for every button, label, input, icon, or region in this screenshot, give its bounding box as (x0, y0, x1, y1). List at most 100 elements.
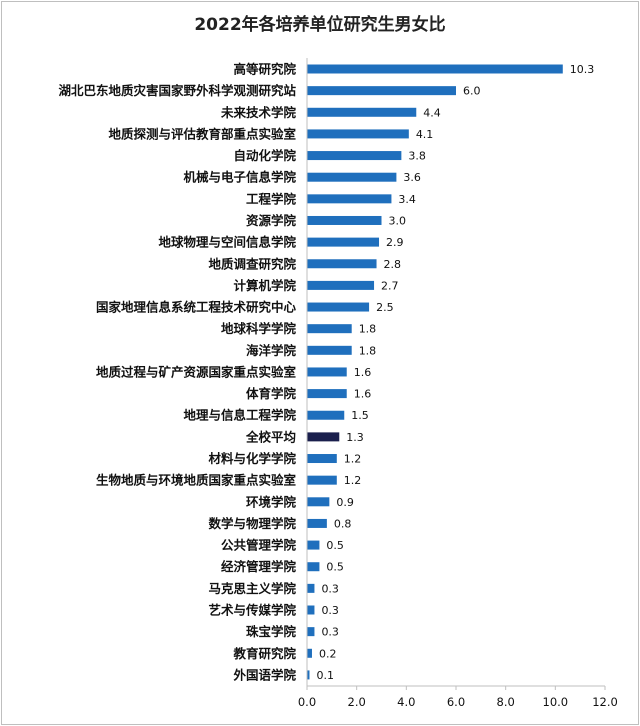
data-label: 3.4 (398, 193, 416, 206)
category-label: 教育研究院 (232, 646, 296, 661)
category-label: 资源学院 (246, 213, 297, 228)
data-label: 6.0 (463, 85, 481, 98)
bar (307, 432, 340, 442)
data-label: 10.3 (570, 63, 595, 76)
category-label: 经济管理学院 (221, 559, 297, 574)
data-label: 3.8 (408, 150, 426, 163)
bar (307, 518, 327, 528)
bar (307, 475, 337, 485)
bar (307, 129, 409, 139)
category-label: 国家地理信息系统工程技术研究中心 (96, 300, 297, 315)
bar (307, 410, 345, 420)
data-label: 2.8 (384, 258, 402, 271)
data-label: 0.5 (326, 539, 344, 552)
bar (307, 237, 380, 247)
bar (307, 151, 402, 161)
category-label: 机械与电子信息学院 (183, 170, 296, 185)
bar (307, 215, 382, 225)
data-label: 3.0 (389, 214, 407, 227)
data-label: 0.8 (334, 517, 352, 530)
x-tick-label: 12.0 (592, 695, 618, 709)
category-label: 地理与信息工程学院 (183, 408, 296, 423)
category-label: 自动化学院 (233, 148, 296, 163)
bar (307, 648, 312, 658)
category-label: 全校平均 (245, 429, 296, 444)
bar (307, 280, 375, 290)
bar (307, 583, 315, 593)
bar (307, 627, 315, 637)
category-label: 地质探测与评估教育部重点实验室 (108, 126, 296, 141)
category-label: 生物地质与环境地质国家重点实验室 (96, 473, 297, 488)
category-label: 海洋学院 (246, 343, 297, 358)
bar (307, 497, 330, 507)
x-axis: 0.0 2.0 4.0 6.0 8.0 10.0 12.0 (298, 58, 618, 709)
x-tick-label: 8.0 (497, 695, 515, 709)
category-label: 数学与物理学院 (207, 516, 296, 531)
category-label: 马克思主义学院 (208, 581, 296, 596)
category-label: 高等研究院 (233, 62, 296, 77)
bar (307, 259, 377, 269)
data-label: 1.6 (354, 388, 372, 401)
category-label: 外国语学院 (232, 667, 296, 682)
data-label: 1.3 (346, 431, 364, 444)
data-label: 1.2 (344, 474, 362, 487)
data-label: 1.2 (344, 453, 362, 466)
bar (307, 454, 337, 464)
data-label: 0.3 (321, 582, 339, 595)
data-label: 0.1 (316, 669, 334, 682)
data-label: 2.7 (381, 279, 399, 292)
bar (307, 172, 397, 182)
bar (307, 107, 417, 117)
bar (307, 605, 315, 615)
bar (307, 367, 347, 377)
category-label: 计算机学院 (233, 278, 296, 293)
bar (307, 389, 347, 399)
data-label: 1.8 (359, 323, 377, 336)
data-label: 0.5 (326, 561, 344, 574)
data-label: 4.4 (423, 106, 441, 119)
x-tick-label: 2.0 (348, 695, 366, 709)
x-tick-label: 6.0 (447, 695, 465, 709)
bar (307, 86, 456, 96)
category-label: 体育学院 (246, 386, 297, 401)
bar (307, 562, 320, 572)
bar (307, 302, 370, 312)
category-label: 地质过程与矿产资源国家重点实验室 (96, 364, 297, 379)
data-label: 2.9 (386, 236, 404, 249)
value-labels-group: 10.3 6.0 4.4 4.1 3.8 3.6 3.4 3.0 2.9 2.8 2.7 2.5 1.8… (316, 63, 594, 682)
data-label: 2.5 (376, 301, 394, 314)
data-label: 0.9 (336, 496, 354, 509)
category-label: 珠宝学院 (246, 624, 297, 639)
x-tick-label: 0.0 (298, 695, 316, 709)
category-label: 湖北巴东地质灾害国家野外科学观测研究站 (58, 83, 296, 98)
category-label: 艺术与传媒学院 (208, 603, 296, 618)
bar (307, 64, 563, 74)
category-labels-group: 高等研究院湖北巴东地质灾害国家野外科学观测研究站未来技术学院地质探测与评估教育部… (58, 62, 296, 683)
category-label: 未来技术学院 (220, 105, 297, 120)
chart-title: 2022年各培养单位研究生男女比 (194, 15, 446, 35)
category-label: 工程学院 (246, 191, 297, 206)
category-label: 公共管理学院 (221, 538, 297, 553)
data-label: 1.5 (351, 409, 369, 422)
bar (307, 194, 392, 204)
data-label: 4.1 (416, 128, 434, 141)
x-tick-label: 10.0 (543, 695, 569, 709)
category-label: 地质调查研究院 (208, 256, 296, 271)
category-label: 环境学院 (246, 494, 297, 509)
bar (307, 540, 320, 550)
data-label: 0.2 (319, 647, 337, 660)
category-label: 地球科学学院 (221, 321, 297, 336)
data-label: 0.3 (321, 604, 339, 617)
category-label: 材料与化学学院 (207, 451, 296, 466)
bar (307, 345, 352, 355)
data-label: 0.3 (321, 626, 339, 639)
x-tick-label: 4.0 (397, 695, 415, 709)
data-label: 3.6 (403, 171, 421, 184)
data-label: 1.8 (359, 344, 377, 357)
data-label: 1.6 (354, 366, 372, 379)
category-label: 地球物理与空间信息学院 (158, 235, 296, 250)
bars-group (307, 64, 563, 680)
bar (307, 670, 310, 680)
